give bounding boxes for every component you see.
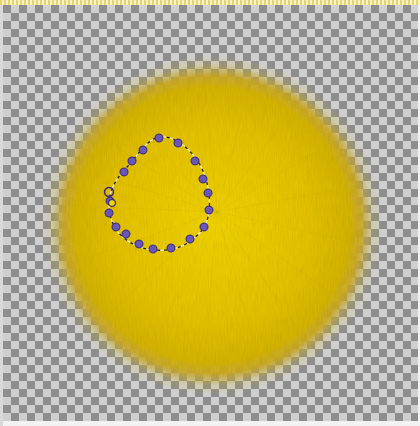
path-node[interactable] [138, 145, 148, 155]
path-node[interactable] [134, 239, 144, 249]
path-node[interactable] [198, 174, 208, 184]
canvas-left-edge [0, 5, 3, 426]
path-end-node[interactable] [107, 198, 117, 208]
fur-streaks [62, 66, 369, 384]
path-node[interactable] [166, 243, 176, 253]
path-node[interactable] [173, 138, 183, 148]
path-node[interactable] [111, 222, 121, 232]
path-node[interactable] [185, 234, 195, 244]
yellow-disc-layer [52, 65, 372, 385]
path-nodes[interactable] [104, 133, 214, 254]
path-node[interactable] [104, 208, 114, 218]
path-node[interactable] [119, 167, 129, 177]
path-start-node[interactable] [103, 186, 115, 198]
path-node[interactable] [121, 229, 131, 239]
path-node[interactable] [154, 133, 164, 143]
image-canvas[interactable] [3, 5, 418, 421]
path-node[interactable] [127, 156, 137, 166]
path-node[interactable] [203, 188, 213, 198]
path-node[interactable] [204, 205, 214, 215]
path-node[interactable] [148, 244, 158, 254]
canvas-top-ruler-edge [0, 0, 420, 5]
path-node[interactable] [199, 222, 209, 232]
path-node[interactable] [190, 156, 200, 166]
canvas-svg[interactable] [3, 5, 418, 421]
